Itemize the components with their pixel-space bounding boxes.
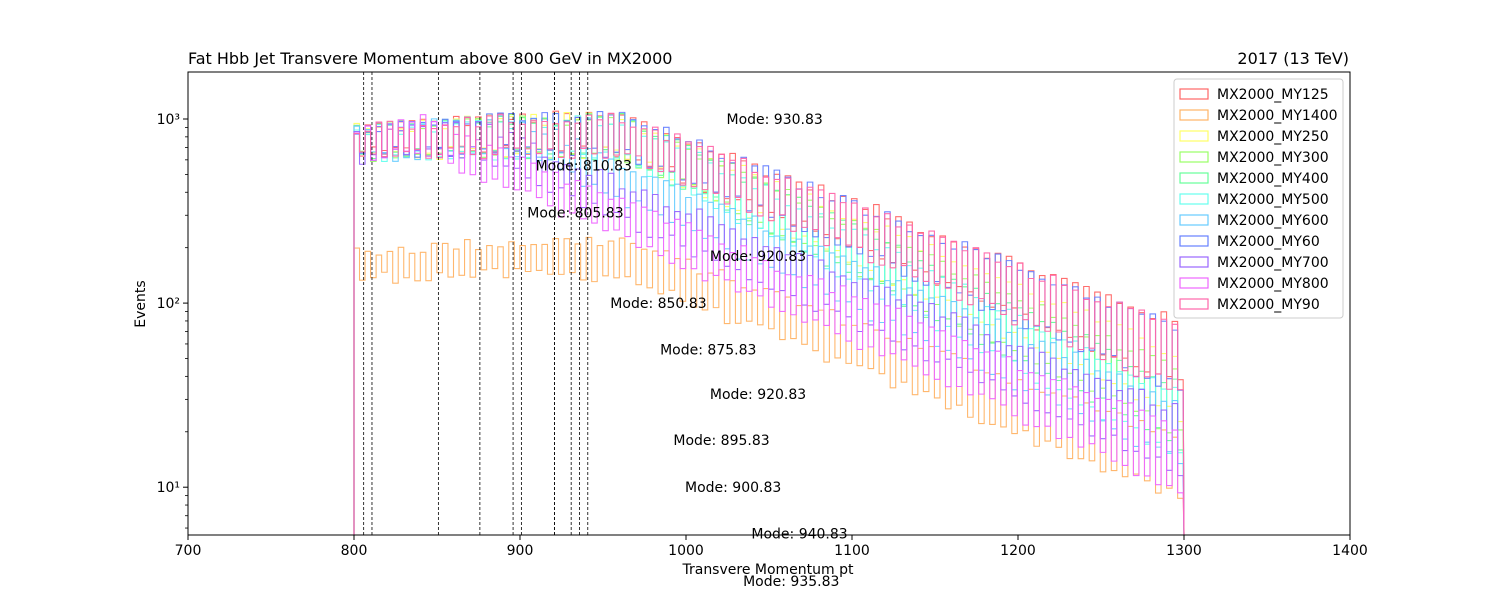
x-tick-label: 1200 bbox=[1000, 543, 1036, 559]
legend-swatch bbox=[1179, 214, 1209, 226]
legend-label: MX2000_MY90 bbox=[1217, 297, 1320, 313]
legend-label: MX2000_MY600 bbox=[1217, 213, 1329, 229]
legend-label: MX2000_MY1400 bbox=[1217, 108, 1338, 124]
mode-lines-layer bbox=[363, 72, 589, 535]
mode-annotation: Mode: 930.83 bbox=[727, 112, 823, 128]
annotation-layer: Mode: 930.83 Mode: 810.83 Mode: 805.83 Mode… bbox=[527, 112, 847, 590]
legend-box bbox=[1173, 78, 1344, 319]
x-tick-label: 1300 bbox=[1166, 543, 1202, 559]
mode-annotation: Mode: 920.83 bbox=[710, 387, 806, 403]
legend-swatch bbox=[1179, 256, 1209, 268]
legend-label: MX2000_MY500 bbox=[1217, 192, 1329, 208]
legend-swatch bbox=[1179, 151, 1209, 163]
legend-swatch bbox=[1179, 130, 1209, 142]
mode-annotation: Mode: 850.83 bbox=[610, 296, 706, 312]
x-axis: 700 800 900 1000 1100 1200 1300 1400 bbox=[175, 535, 1368, 559]
legend-label: MX2000_MY700 bbox=[1217, 255, 1329, 271]
legend-swatch bbox=[1179, 277, 1209, 289]
legend-swatch bbox=[1179, 172, 1209, 184]
plot-area: Mode: 930.83 Mode: 810.83 Mode: 805.83 Mode… bbox=[187, 71, 1351, 590]
legend: MX2000_MY125 MX2000_MY1400 MX2000_MY250 MX2… bbox=[1173, 78, 1344, 319]
y-axis-title: Events bbox=[133, 280, 149, 327]
legend-label: MX2000_MY300 bbox=[1217, 150, 1329, 166]
y-axis: 10¹ 10² 10³ bbox=[157, 112, 188, 529]
x-tick-label: 900 bbox=[507, 543, 534, 559]
y-tick-label: 10² bbox=[157, 296, 180, 312]
legend-swatch bbox=[1179, 193, 1209, 205]
legend-swatch bbox=[1179, 298, 1209, 310]
mode-annotation: Mode: 810.83 bbox=[536, 158, 632, 174]
legend-swatch bbox=[1179, 109, 1209, 121]
mode-annotation: Mode: 920.83 bbox=[710, 249, 806, 265]
legend-label: MX2000_MY125 bbox=[1217, 87, 1329, 103]
legend-label: MX2000_MY60 bbox=[1217, 234, 1320, 250]
mode-annotation: Mode: 805.83 bbox=[527, 206, 623, 222]
x-tick-label: 1100 bbox=[834, 543, 870, 559]
mode-annotation: Mode: 875.83 bbox=[660, 342, 756, 358]
legend-label: MX2000_MY800 bbox=[1217, 276, 1329, 292]
y-tick-label: 10³ bbox=[157, 112, 180, 128]
x-tick-label: 1400 bbox=[1332, 543, 1368, 559]
x-axis-title: Transvere Momentum pt bbox=[681, 562, 854, 578]
x-tick-label: 700 bbox=[175, 543, 202, 559]
x-tick-label: 1000 bbox=[668, 543, 704, 559]
mode-annotation: Mode: 895.83 bbox=[673, 433, 769, 449]
legend-swatch bbox=[1179, 88, 1209, 100]
chart-title-right: 2017 (13 TeV) bbox=[1237, 49, 1349, 68]
mode-annotation: Mode: 935.83 bbox=[743, 574, 839, 590]
legend-swatch bbox=[1179, 235, 1209, 247]
legend-label: MX2000_MY250 bbox=[1217, 129, 1329, 145]
legend-label: MX2000_MY400 bbox=[1217, 171, 1329, 187]
series-mx2000-my90 bbox=[353, 112, 1185, 535]
chart-title: Fat Hbb Jet Transvere Momentum above 800… bbox=[188, 49, 672, 68]
y-tick-label: 10¹ bbox=[157, 480, 180, 496]
series-layer bbox=[353, 110, 1185, 535]
x-tick-label: 800 bbox=[341, 543, 368, 559]
series-mx2000-my1400 bbox=[353, 236, 1185, 535]
mode-annotation: Mode: 900.83 bbox=[685, 480, 781, 496]
